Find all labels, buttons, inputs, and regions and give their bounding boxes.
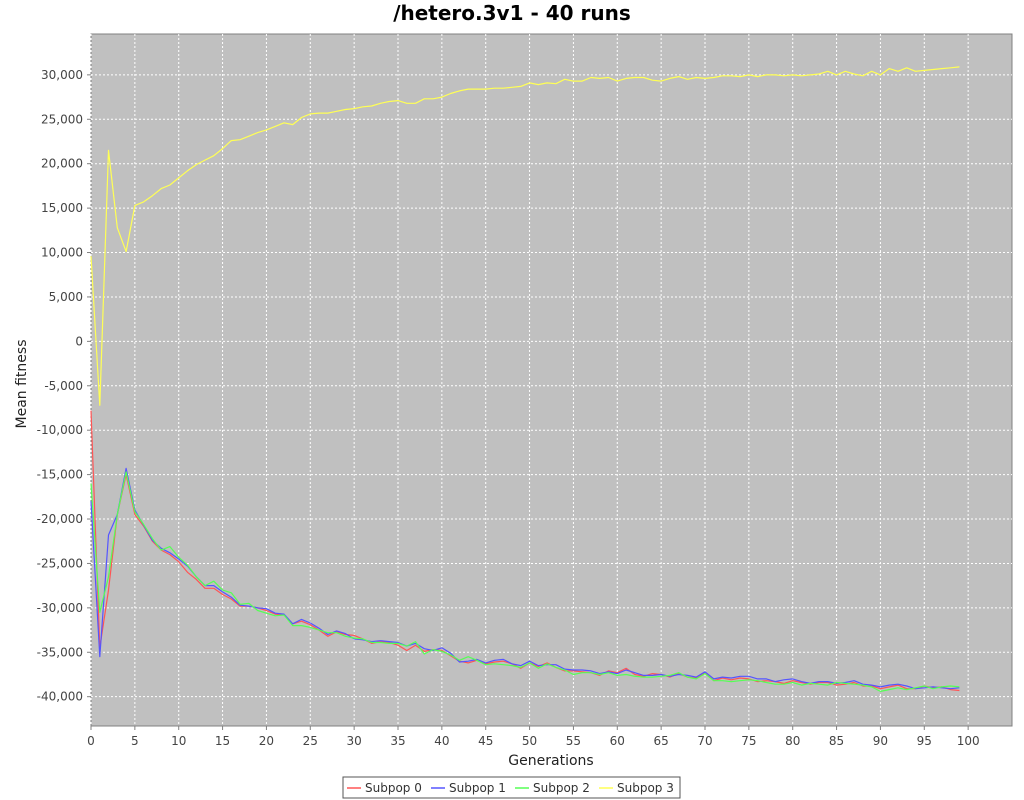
- y-tick-label: -5,000: [44, 379, 83, 393]
- grid-lines: [90, 34, 1012, 726]
- y-tick-label: -10,000: [37, 423, 83, 437]
- y-tick-label: -25,000: [37, 556, 83, 570]
- x-axis: 0 5 10 15 20 25 30 35 40 45 50 55 60 65 70 75 80 85 90 95 10…: [87, 726, 980, 748]
- y-tick-label: 25,000: [41, 112, 83, 126]
- x-tick-label: 35: [390, 734, 405, 748]
- x-tick-label: 30: [347, 734, 362, 748]
- x-tick-label: 65: [654, 734, 669, 748]
- x-tick-label: 85: [829, 734, 844, 748]
- series-line-subpop-1: [90, 467, 960, 690]
- y-tick-label: 15,000: [41, 201, 83, 215]
- y-tick-label: 20,000: [41, 157, 83, 171]
- legend-label: Subpop 1: [449, 781, 506, 795]
- x-tick-label: 95: [917, 734, 932, 748]
- x-tick-label: 75: [741, 734, 756, 748]
- plot-area: [90, 33, 1013, 727]
- y-tick-label: -15,000: [37, 468, 83, 482]
- chart-title: /hetero.3v1 - 40 runs: [393, 1, 631, 25]
- series-lines: [90, 66, 960, 693]
- x-tick-label: 50: [522, 734, 537, 748]
- x-axis-label: Generations: [508, 753, 593, 769]
- x-tick-label: 20: [259, 734, 274, 748]
- legend: Subpop 0 Subpop 1 Subpop 2 Subpop 3: [342, 776, 681, 799]
- y-tick-label: 10,000: [41, 246, 83, 260]
- legend-label: Subpop 3: [617, 781, 674, 795]
- x-tick-label: 15: [215, 734, 230, 748]
- y-tick-label: -30,000: [37, 601, 83, 615]
- legend-box: [342, 776, 681, 799]
- x-tick-label: 60: [610, 734, 625, 748]
- y-tick-label: -35,000: [37, 645, 83, 659]
- x-tick-label: 100: [957, 734, 980, 748]
- y-tick-label: 0: [75, 334, 83, 348]
- x-tick-label: 45: [478, 734, 493, 748]
- x-tick-label: 5: [131, 734, 139, 748]
- x-tick-label: 40: [434, 734, 449, 748]
- series-line-subpop-2: [90, 471, 960, 693]
- series-line-subpop-3: [90, 66, 960, 406]
- x-tick-label: 90: [873, 734, 888, 748]
- legend-label: Subpop 2: [533, 781, 590, 795]
- x-tick-label: 0: [87, 734, 95, 748]
- y-axis-label: Mean fitness: [14, 340, 30, 429]
- x-tick-label: 80: [785, 734, 800, 748]
- y-tick-label: 30,000: [41, 68, 83, 82]
- x-tick-label: 10: [171, 734, 186, 748]
- x-tick-label: 70: [697, 734, 712, 748]
- y-tick-label: 5,000: [49, 290, 83, 304]
- y-axis: -40,000 -35,000 -30,000 -25,000 -20,000 -15,0…: [37, 68, 91, 704]
- x-tick-label: 25: [303, 734, 318, 748]
- x-tick-label: 55: [566, 734, 581, 748]
- y-tick-label: -20,000: [37, 512, 83, 526]
- y-tick-label: -40,000: [37, 690, 83, 704]
- legend-label: Subpop 0: [365, 781, 422, 795]
